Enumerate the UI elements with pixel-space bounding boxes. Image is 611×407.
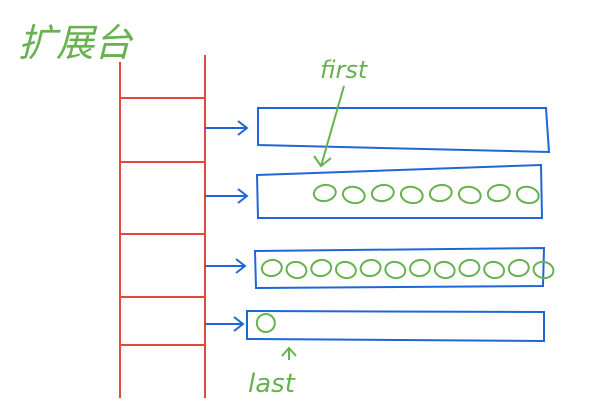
- arrowhead-4: [233, 316, 245, 332]
- buffer-element: [428, 183, 453, 203]
- buffer-element: [483, 260, 506, 280]
- buffer-element: [507, 258, 530, 278]
- buffer-element: [486, 183, 511, 203]
- buffer-element: [359, 258, 382, 278]
- first-label: first: [320, 56, 369, 84]
- buffer-element: [384, 260, 407, 280]
- buffer-elements: [255, 183, 555, 334]
- buffer-element: [285, 260, 308, 280]
- diagram-title: 扩展台: [18, 21, 134, 65]
- buffer-element: [457, 185, 482, 205]
- arrowhead-3: [235, 258, 247, 274]
- buffer-element: [433, 260, 456, 280]
- buffer-element: [399, 185, 424, 205]
- buffer-element: [310, 258, 333, 278]
- buffer-element: [532, 260, 555, 280]
- buffer-box-2: [255, 163, 544, 219]
- arrowhead-1: [237, 120, 249, 136]
- buffer-element: [255, 313, 276, 334]
- arrowhead-2: [237, 188, 249, 204]
- pointer-arrows: [205, 120, 249, 332]
- buffers: [246, 107, 551, 343]
- first-pointer-group: first: [313, 56, 369, 168]
- buffer-element: [458, 258, 481, 278]
- last-pointer-arrowhead: [281, 346, 297, 357]
- last-label: last: [248, 369, 296, 399]
- first-pointer-arrowhead: [313, 155, 332, 168]
- buffer-element: [334, 260, 357, 280]
- buffer-box-4: [246, 309, 545, 343]
- stack-map: [119, 55, 206, 398]
- buffer-element: [409, 258, 431, 278]
- buffer-element: [260, 258, 283, 278]
- buffer-box-1: [257, 107, 551, 154]
- buffer-element: [341, 185, 366, 205]
- buffer-element: [312, 183, 337, 203]
- buffer-element: [515, 185, 540, 205]
- buffer-box-3: [253, 246, 546, 290]
- last-pointer-group: last: [248, 346, 297, 399]
- buffer-element: [370, 183, 395, 203]
- first-pointer-line: [320, 85, 345, 167]
